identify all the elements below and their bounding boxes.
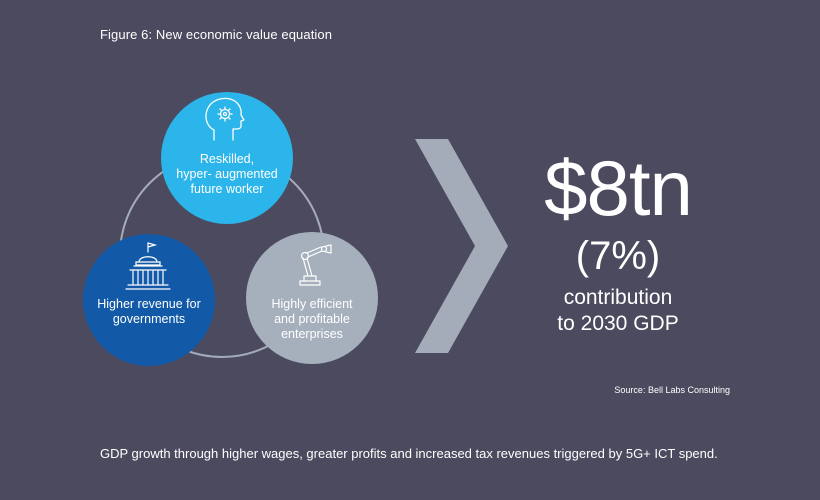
source-note: Source: Bell Labs Consulting [614, 385, 730, 395]
worker-circle [161, 92, 293, 224]
head-gear-icon [205, 97, 245, 141]
figure-title: Figure 6: New economic value equation [100, 27, 333, 42]
chevron-arrow [415, 139, 508, 353]
contribution-text: contribution to 2030 GDP [557, 286, 679, 335]
capitol-building-icon [125, 242, 171, 290]
enterprises-label: Highly efficient and profitable enterpri… [271, 297, 353, 341]
worker-label: Reskilled, hyper- augmented future worke… [176, 152, 278, 196]
governments-circle [83, 234, 215, 366]
gdp-percent: (7%) [575, 234, 661, 278]
robot-arm-icon [299, 244, 332, 286]
figure-caption: GDP growth through higher wages, greater… [100, 446, 718, 461]
governments-label: Higher revenue for governments [97, 297, 201, 326]
gdp-value: $8tn [544, 144, 693, 232]
enterprises-circle [246, 232, 378, 364]
